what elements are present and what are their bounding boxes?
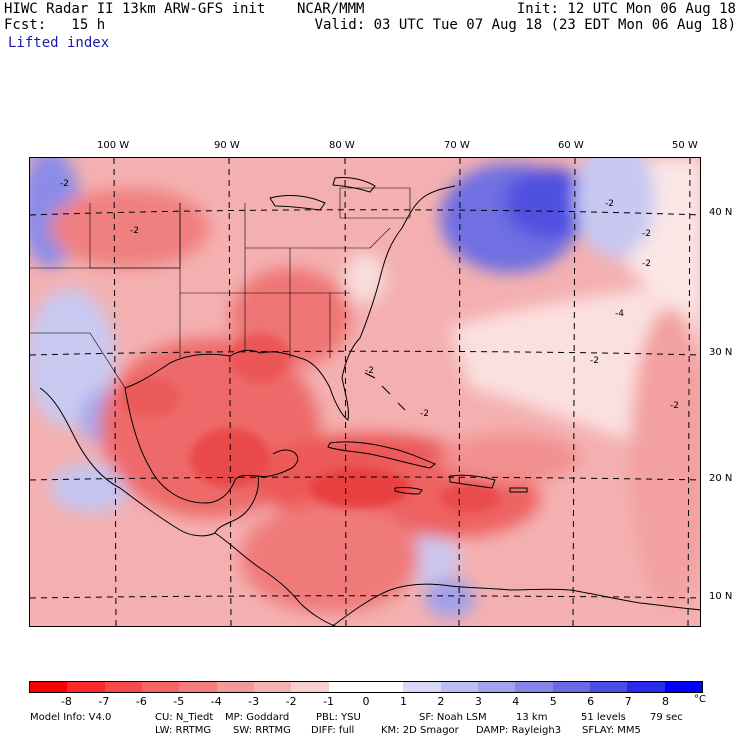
eddy-option: KM: 2D Smagor (381, 725, 459, 736)
colorbar-tick-label: 7 (624, 695, 632, 708)
colorbar-tick-label: -1 (323, 695, 335, 708)
colorbar-swatch (627, 682, 665, 692)
map-canvas: -2 -2 -2 -2 -2 -2 -2 -4 -2 -2 (30, 158, 700, 626)
colorbar-tick-label: -5 (173, 695, 185, 708)
contour-label: -2 (365, 366, 374, 376)
colorbar-swatch (552, 682, 590, 692)
lifted-index-map: -2 -2 -2 -2 -2 -2 -2 -4 -2 -2 (29, 157, 701, 627)
colorbar-tick-label: -7 (98, 695, 110, 708)
contour-labels: -2 -2 -2 -2 -2 -2 -2 -4 -2 -2 (60, 179, 679, 419)
surface-scheme: SF: Noah LSM (419, 712, 487, 723)
damping-option: DAMP: Rayleigh3 (476, 725, 562, 736)
contour-label: -2 (642, 259, 651, 269)
colorbar-tick-label: 4 (512, 695, 520, 708)
vertical-levels: 51 levels (581, 712, 626, 723)
colorbar-tick-label: -8 (60, 695, 72, 708)
colorbar-unit: °C (694, 694, 706, 705)
contour-label: -2 (420, 409, 429, 419)
colorbar-tick-label: 0 (362, 695, 370, 708)
lon-label-60w: 60 W (558, 140, 584, 151)
field-detail (120, 333, 500, 512)
institution-label: NCAR/MMM (297, 1, 365, 17)
shortwave-scheme: SW: RRTMG (233, 725, 291, 736)
colorbar-tick-label: 6 (587, 695, 595, 708)
colorbar-swatch (589, 682, 628, 692)
colorbar-swatch (328, 682, 366, 692)
lon-label-50w: 50 W (672, 140, 698, 151)
lat-label-30n: 30 N (709, 347, 733, 358)
colorbar-tick-label: 1 (399, 695, 407, 708)
contour-label: -2 (670, 401, 679, 411)
contour-label: -4 (615, 309, 624, 319)
grid-resolution: 13 km (516, 712, 548, 723)
colorbar-swatch (664, 682, 702, 692)
colorbar-swatch (30, 682, 68, 692)
colorbar-tick-label: -4 (210, 695, 222, 708)
forecast-hour: Fcst: 15 h (4, 17, 106, 33)
colorbar-swatch (67, 682, 105, 692)
surface-layer-option: SFLAY: MM5 (582, 725, 641, 736)
lon-label-70w: 70 W (444, 140, 470, 151)
lat-label-10n: 10 N (709, 591, 733, 602)
colorbar (29, 681, 703, 693)
colorbar-swatch (216, 682, 254, 692)
colorbar-tick-label: 2 (437, 695, 445, 708)
model-title: HIWC Radar II 13km ARW-GFS init (4, 1, 266, 17)
diffusion-option: DIFF: full (311, 725, 355, 736)
lat-label-40n: 40 N (709, 207, 733, 218)
colorbar-swatch (477, 682, 516, 692)
colorbar-tick-label: 3 (474, 695, 482, 708)
contour-label: -2 (130, 226, 139, 236)
colorbar-swatch (253, 682, 292, 692)
colorbar-swatch (365, 682, 404, 692)
colorbar-swatch (440, 682, 478, 692)
contour-label: -2 (642, 229, 651, 239)
pbl-scheme: PBL: YSU (316, 712, 361, 723)
colorbar-swatch (104, 682, 142, 692)
colorbar-swatch (515, 682, 553, 692)
colorbar-tick-label: -2 (285, 695, 297, 708)
time-step: 79 sec (650, 712, 683, 723)
contour-label: -2 (60, 179, 69, 189)
lon-label-80w: 80 W (329, 140, 355, 151)
colorbar-tick-label: 8 (662, 695, 670, 708)
lon-label-90w: 90 W (214, 140, 240, 151)
lat-label-20n: 20 N (709, 473, 733, 484)
colorbar-tick-label: 5 (549, 695, 557, 708)
coastlines (39, 177, 700, 626)
latlon-grid (30, 158, 700, 626)
valid-time: Valid: 03 UTC Tue 07 Aug 18 (23 EDT Mon … (314, 17, 736, 33)
colorbar-swatch (179, 682, 217, 692)
model-version: Model Info: V4.0 (30, 712, 112, 723)
colorbar-swatch (403, 682, 441, 692)
longwave-scheme: LW: RRTMG (155, 725, 212, 736)
state-borders (30, 187, 411, 389)
colorbar-swatch (141, 682, 180, 692)
colorbar-tick-label: -3 (248, 695, 260, 708)
microphysics-scheme: MP: Goddard (225, 712, 290, 723)
contour-label: -2 (590, 356, 599, 366)
colorbar-tick-label: -6 (135, 695, 147, 708)
field-name: Lifted index (8, 35, 110, 51)
colorbar-swatch (291, 682, 329, 692)
cumulus-scheme: CU: N_Tiedt (155, 712, 214, 723)
contour-label: -2 (605, 199, 614, 209)
lon-label-100w: 100 W (97, 140, 130, 151)
init-time: Init: 12 UTC Mon 06 Aug 18 (516, 1, 736, 17)
